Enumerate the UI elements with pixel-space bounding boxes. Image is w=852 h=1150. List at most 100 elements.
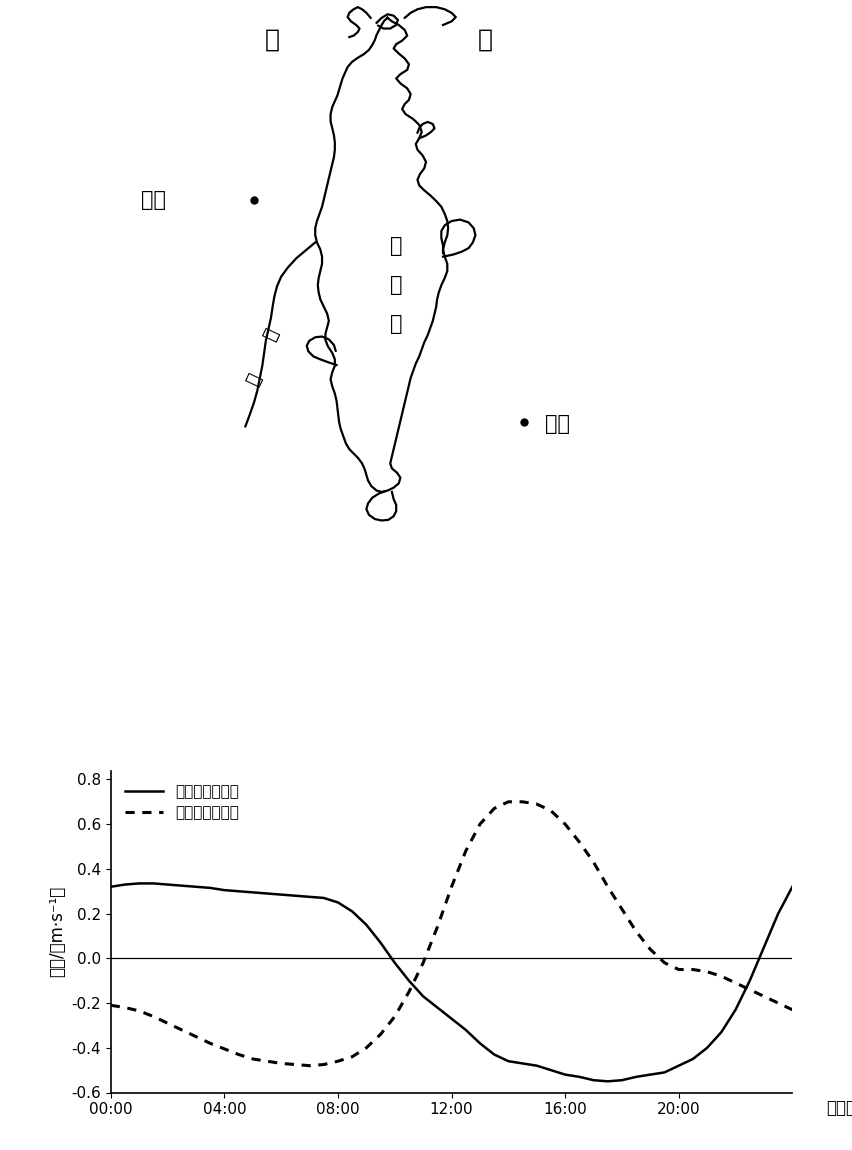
德安气象观测站 xyxy=(589,1073,599,1087)
鄂阳气象观测站 xyxy=(659,956,670,969)
德安气象观测站 xyxy=(219,883,229,897)
鄂阳气象观测站 xyxy=(759,989,769,1003)
鄂阳气象观测站 xyxy=(688,963,698,976)
德安气象观测站 xyxy=(148,876,158,890)
德安气象观测站 xyxy=(532,1059,542,1073)
鄂阳气象观测站 xyxy=(717,969,727,983)
鄂阳气象观测站 xyxy=(120,1000,130,1014)
德安气象观测站 xyxy=(631,1070,642,1083)
德安气象观测站 xyxy=(773,906,783,920)
德安气象观测站 xyxy=(645,1067,655,1081)
德安气象观测站 xyxy=(276,888,286,902)
德安气象观测站 xyxy=(191,880,201,894)
德安气象观测站 xyxy=(120,877,130,891)
鄂阳气象观测站 xyxy=(730,976,740,990)
鄂阳气象观测站 xyxy=(589,856,599,869)
鄂阳气象观测站 xyxy=(176,1024,187,1037)
德安气象观测站 xyxy=(688,1052,698,1066)
鄂阳气象观测站 xyxy=(532,797,542,811)
德安气象观测站 xyxy=(702,1041,712,1055)
鄂阳气象观测站 xyxy=(418,956,429,969)
德安气象观测站 xyxy=(291,889,301,903)
德安气象观测站 xyxy=(475,1036,485,1050)
Text: 鄂: 鄂 xyxy=(390,236,402,256)
鄂阳气象观测站 xyxy=(347,1050,357,1064)
德安气象观测站 xyxy=(376,936,386,950)
德安气象观测站 xyxy=(759,941,769,954)
德安气象观测站 xyxy=(347,904,357,918)
鄂阳气象观测站 xyxy=(361,1041,371,1055)
鄂阳气象观测站 xyxy=(276,1057,286,1071)
德安气象观测站 xyxy=(205,881,216,895)
鄂阳气象观测站 xyxy=(333,1055,343,1068)
德安气象观测站 xyxy=(304,890,314,904)
德安气象观测站 xyxy=(134,876,144,890)
德安气象观测站 xyxy=(176,879,187,892)
德安气象观测站 xyxy=(617,1073,627,1087)
Y-axis label: 风速/（m·s⁻¹）: 风速/（m·s⁻¹） xyxy=(48,886,66,978)
鄂阳气象观测站 xyxy=(191,1029,201,1043)
鄂阳气象观测站 xyxy=(262,1055,272,1068)
德安气象观测站 xyxy=(602,1074,613,1088)
鄂阳气象观测站 xyxy=(645,943,655,957)
德安气象观测站 xyxy=(333,896,343,910)
鄂阳气象观测站 xyxy=(163,1017,173,1030)
德安气象观测站 xyxy=(361,918,371,932)
鄂阳气象观测站 xyxy=(631,925,642,938)
德安气象观测站 xyxy=(674,1059,684,1073)
鄂阳气象观测站 xyxy=(389,1010,400,1024)
德安气象观测站 xyxy=(432,1000,442,1014)
鄂阳气象观测站 xyxy=(517,795,527,808)
德安气象观测站 xyxy=(233,884,244,898)
德安气象观测站 xyxy=(446,1012,457,1026)
Text: 江: 江 xyxy=(478,28,493,52)
鄂阳气象观测站 xyxy=(602,880,613,894)
德安气象观测站 xyxy=(404,974,414,988)
鄂阳气象观测站 xyxy=(475,818,485,831)
鄂阳气象观测站 xyxy=(773,996,783,1010)
鄂阳气象观测站 xyxy=(404,984,414,998)
德安气象观测站 xyxy=(787,880,797,894)
德安气象观测站 xyxy=(730,1003,740,1017)
Line: 德安气象观测站: 德安气象观测站 xyxy=(111,883,792,1081)
鄂阳气象观测站 xyxy=(148,1010,158,1024)
鄂阳气象观测站 xyxy=(219,1042,229,1056)
德安气象观测站 xyxy=(546,1064,556,1078)
鄂阳气象观测站 xyxy=(446,880,457,894)
德安气象观测站 xyxy=(560,1067,570,1081)
Text: 江: 江 xyxy=(244,370,264,388)
德安气象观测站 xyxy=(461,1024,471,1037)
鄂阳气象观测站 xyxy=(560,818,570,831)
鄂阳气象观测站 xyxy=(674,963,684,976)
Text: 北京时间: 北京时间 xyxy=(826,1099,852,1117)
Text: 鄂阳: 鄂阳 xyxy=(545,414,570,435)
鄂阳气象观测站 xyxy=(319,1058,329,1072)
鄂阳气象观测站 xyxy=(134,1004,144,1018)
鄂阳气象观测站 xyxy=(106,998,116,1012)
鄂阳气象观测站 xyxy=(745,983,755,997)
德安气象观测站 xyxy=(106,880,116,894)
德安气象观测站 xyxy=(262,887,272,900)
德安气象观测站 xyxy=(717,1026,727,1040)
鄂阳气象观测站 xyxy=(291,1058,301,1072)
Text: 阳: 阳 xyxy=(390,275,402,296)
鄂阳气象观测站 xyxy=(248,1052,258,1066)
鄂阳气象观测站 xyxy=(504,795,514,808)
德安气象观测站 xyxy=(163,877,173,891)
Text: 赣: 赣 xyxy=(261,327,281,344)
鄂阳气象观测站 xyxy=(432,920,442,934)
鄂阳气象观测站 xyxy=(304,1059,314,1073)
德安气象观测站 xyxy=(248,886,258,899)
鄂阳气象观测站 xyxy=(702,965,712,979)
德安气象观测站 xyxy=(659,1065,670,1079)
德安气象观测站 xyxy=(504,1055,514,1068)
Text: 湖: 湖 xyxy=(390,314,402,335)
Text: 德安: 德安 xyxy=(141,190,166,209)
德安气象观测站 xyxy=(489,1048,499,1061)
Line: 鄂阳气象观测站: 鄂阳气象观测站 xyxy=(111,802,792,1066)
德安气象观测站 xyxy=(319,891,329,905)
鄂阳气象观测站 xyxy=(574,835,584,849)
鄂阳气象观测站 xyxy=(461,844,471,858)
德安气象观测站 xyxy=(745,974,755,988)
鄂阳气象观测站 xyxy=(546,804,556,818)
